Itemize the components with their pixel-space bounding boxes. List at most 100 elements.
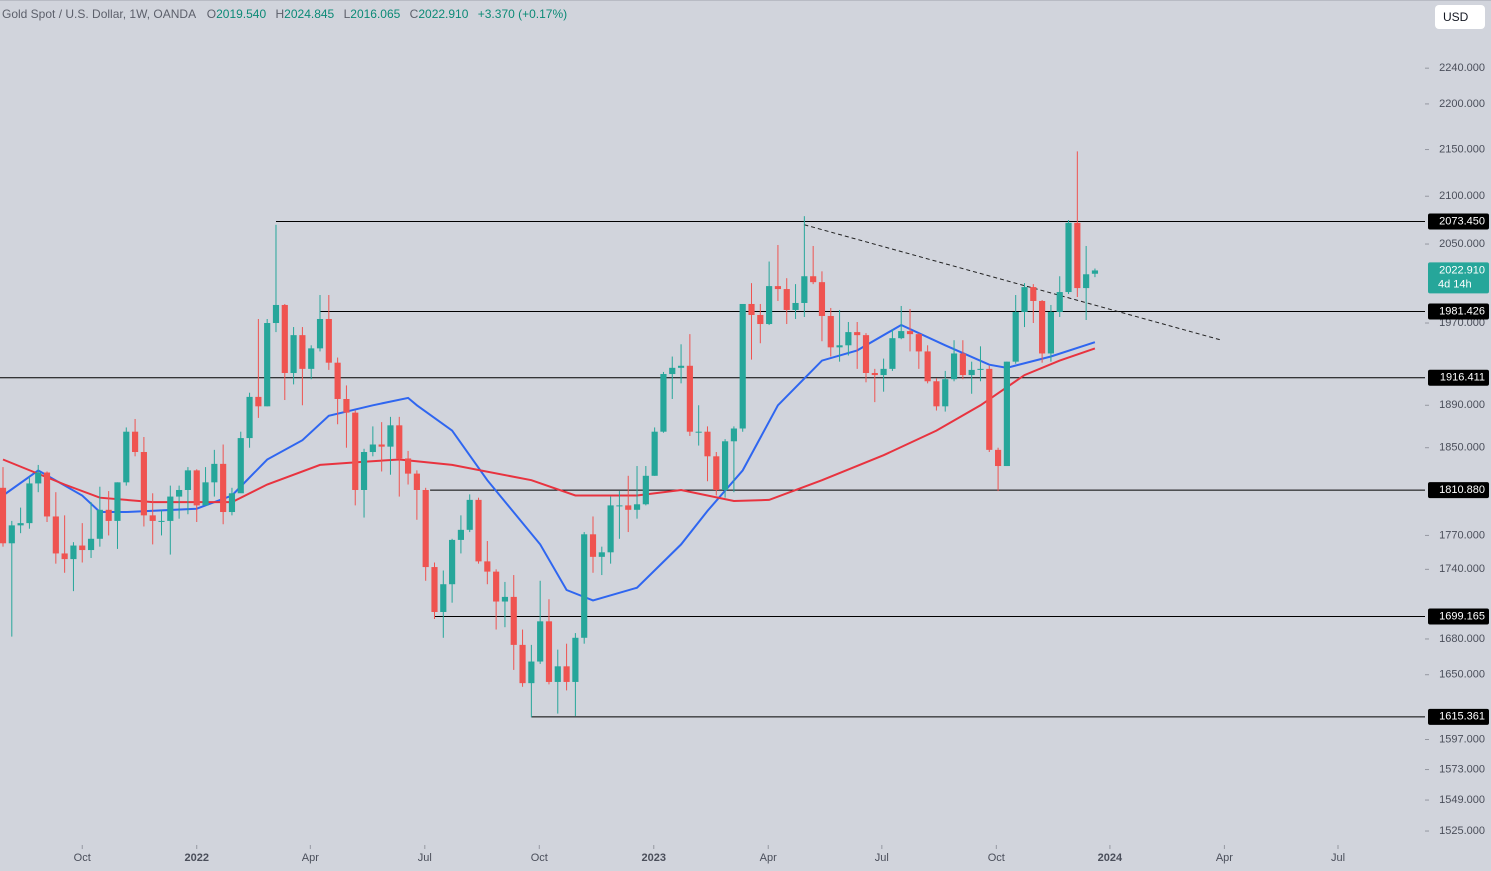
field-value: 2022.910 (418, 7, 469, 21)
candle-body (167, 496, 174, 521)
plot-area (0, 151, 1425, 718)
x-tick-label: 2024 (1098, 852, 1123, 864)
candle-body (942, 379, 949, 407)
y-tick-label: 1525.000 (1439, 825, 1485, 837)
candle-body (766, 286, 773, 325)
candle-body (1091, 270, 1099, 274)
candle-body (8, 525, 15, 544)
candle-body (369, 444, 376, 453)
currency-button[interactable]: USD (1435, 5, 1485, 29)
candle-body (43, 472, 51, 517)
y-tick-label: 1740.000 (1439, 563, 1485, 575)
candle-body (554, 666, 561, 682)
candle-body (598, 552, 605, 557)
candle-body (422, 489, 429, 568)
candle-body (616, 505, 623, 507)
level-label: 1615.361 (1439, 711, 1485, 723)
candle-body (959, 353, 966, 376)
candle-body (977, 368, 984, 370)
candle-body (862, 335, 870, 373)
field-value: 2016.065 (350, 7, 401, 21)
candle-body (70, 545, 77, 560)
y-tick-label: 1850.000 (1439, 442, 1485, 454)
candle-body (325, 318, 332, 363)
x-tick-label: Jul (418, 852, 432, 864)
candle-body (986, 368, 993, 450)
moving-average (2, 347, 1096, 504)
level-label-box (1428, 482, 1489, 499)
y-tick-label: 1680.000 (1439, 633, 1485, 645)
candle-body (281, 304, 288, 373)
candle-body (713, 456, 720, 490)
candle-body (642, 475, 649, 505)
level-label-box (1428, 608, 1489, 625)
level-label: 1916.411 (1440, 372, 1485, 384)
candle-body (801, 276, 808, 303)
candle-body (237, 438, 244, 494)
y-tick-label: 1573.000 (1439, 763, 1485, 775)
candle-body (1021, 287, 1028, 312)
candle-body (396, 425, 403, 459)
price-axis-panel (1425, 0, 1491, 871)
candle-body (1065, 222, 1072, 293)
candle-body (563, 666, 570, 682)
candle-body (933, 381, 940, 407)
moving-average (2, 323, 1096, 602)
y-tick-label: 2200.000 (1439, 98, 1485, 110)
candle-body (704, 431, 711, 457)
candle-body (545, 621, 553, 682)
candle-body (96, 509, 103, 539)
candle-body (457, 529, 464, 540)
candle-body (1039, 300, 1046, 354)
x-tick-label: Oct (531, 852, 548, 864)
candle-body (871, 372, 878, 376)
candle-body (290, 335, 297, 373)
x-tick-label: Apr (760, 852, 777, 864)
candle-body (880, 368, 887, 376)
candle-body (660, 374, 667, 432)
level-label-box (1428, 369, 1489, 386)
last-price-label: 2022.910 (1439, 264, 1485, 276)
candle-body (651, 431, 658, 476)
candle-body (889, 338, 896, 369)
candle-body (589, 534, 597, 557)
candle-body (193, 470, 200, 506)
candle-body (572, 637, 579, 682)
candle-body (519, 644, 526, 684)
y-tick-label: 1597.000 (1439, 733, 1485, 745)
level-label: 1981.426 (1439, 305, 1485, 317)
level-label: 1699.165 (1439, 610, 1485, 622)
candle-body (669, 367, 676, 375)
candle-body (501, 596, 509, 602)
candle-body (994, 449, 1002, 467)
candle-body (695, 431, 702, 433)
candle-body (722, 441, 729, 490)
candle-body (343, 398, 350, 413)
candle-body (950, 353, 958, 380)
level-label: 1810.880 (1439, 484, 1485, 496)
candle-body (114, 482, 121, 521)
candle-body (431, 567, 438, 612)
candle-body (184, 470, 192, 490)
candle-body (625, 505, 632, 510)
y-tick-label: 1650.000 (1439, 669, 1485, 681)
candle-body (360, 452, 368, 490)
field-key: O (206, 7, 217, 21)
y-tick-label: 2150.000 (1439, 143, 1485, 155)
candle-body (836, 345, 843, 348)
candle-body (228, 493, 236, 513)
field-key: H (275, 7, 285, 21)
y-tick-label: 2100.000 (1439, 190, 1485, 202)
field-value: 2019.540 (216, 7, 267, 21)
candle-body (308, 348, 315, 369)
candle-body (0, 487, 7, 544)
level-label-box (1428, 708, 1489, 725)
y-tick-label: 1970.000 (1439, 317, 1485, 329)
candle-body (845, 332, 852, 346)
field-value: 2024.845 (284, 7, 335, 21)
candle-body (827, 315, 834, 348)
x-tick-label: Jul (1331, 852, 1345, 864)
candle-body (528, 661, 535, 684)
candle-body (87, 538, 95, 551)
